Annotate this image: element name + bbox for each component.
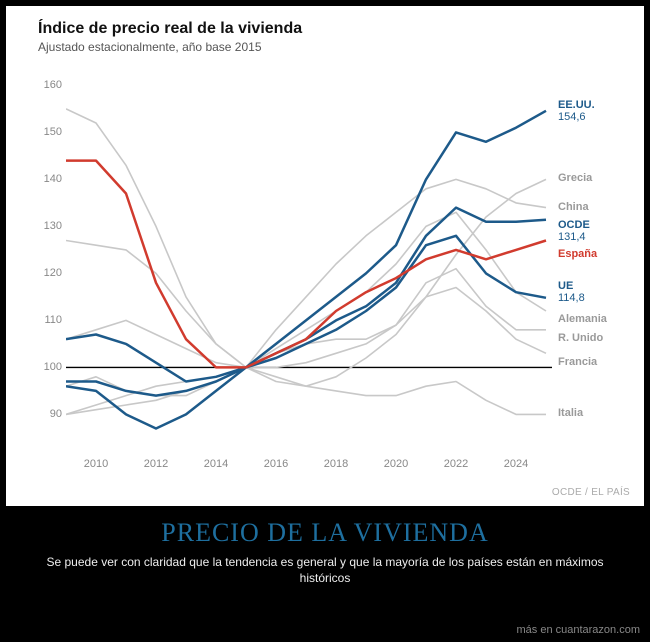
series-china	[66, 179, 546, 414]
series-label-ocde: OCDE131,4	[558, 219, 590, 243]
footer-link: más en cuantarazon.com	[516, 624, 640, 636]
x-tick: 2012	[144, 458, 168, 470]
y-tick: 100	[36, 361, 62, 373]
chart-subtitle: Ajustado estacionalmente, año base 2015	[38, 40, 630, 54]
series-r-unido	[66, 269, 546, 396]
series-italia	[66, 241, 546, 415]
x-tick: 2024	[504, 458, 528, 470]
series-label-ue: UE114,8	[558, 280, 585, 304]
series-label-r-unido: R. Unido	[558, 332, 603, 344]
y-tick: 90	[36, 408, 62, 420]
series-label-ee-uu-: EE.UU.154,6	[558, 99, 595, 123]
x-tick: 2016	[264, 458, 288, 470]
plot-area: 9010011012013014015016020102012201420162…	[66, 76, 552, 452]
chart-title: Índice de precio real de la vivienda	[38, 20, 630, 38]
series-value: 131,4	[558, 231, 590, 243]
y-tick: 130	[36, 220, 62, 232]
x-tick: 2022	[444, 458, 468, 470]
chart-card: Índice de precio real de la vivienda Aju…	[6, 6, 644, 506]
y-tick: 120	[36, 267, 62, 279]
series-label-italia: Italia	[558, 407, 583, 419]
caption-block: PRECIO DE LA VIVIENDA Se puede ver con c…	[0, 518, 650, 586]
x-tick: 2018	[324, 458, 348, 470]
chart-inner: Índice de precio real de la vivienda Aju…	[38, 20, 630, 492]
series-label-alemania: Alemania	[558, 313, 607, 325]
x-tick: 2014	[204, 458, 228, 470]
y-tick: 140	[36, 173, 62, 185]
caption-title: PRECIO DE LA VIVIENDA	[30, 518, 620, 548]
y-tick: 150	[36, 126, 62, 138]
series-espa-a	[66, 161, 546, 368]
x-tick: 2010	[84, 458, 108, 470]
series-value: 154,6	[558, 111, 595, 123]
series-alemania	[66, 212, 546, 414]
chart-source: OCDE / EL PAÍS	[552, 487, 630, 498]
series-value: 114,8	[558, 292, 585, 304]
series-ee-uu-	[66, 111, 546, 429]
caption-text: Se puede ver con claridad que la tendenc…	[30, 554, 620, 586]
series-label-china: China	[558, 201, 589, 213]
y-tick: 110	[36, 314, 62, 326]
series-label-grecia: Grecia	[558, 172, 592, 184]
series-label-espa-a: España	[558, 248, 597, 260]
x-tick: 2020	[384, 458, 408, 470]
series-francia	[66, 288, 546, 368]
series-label-francia: Francia	[558, 356, 597, 368]
series-ue	[66, 236, 546, 382]
y-tick: 160	[36, 79, 62, 91]
